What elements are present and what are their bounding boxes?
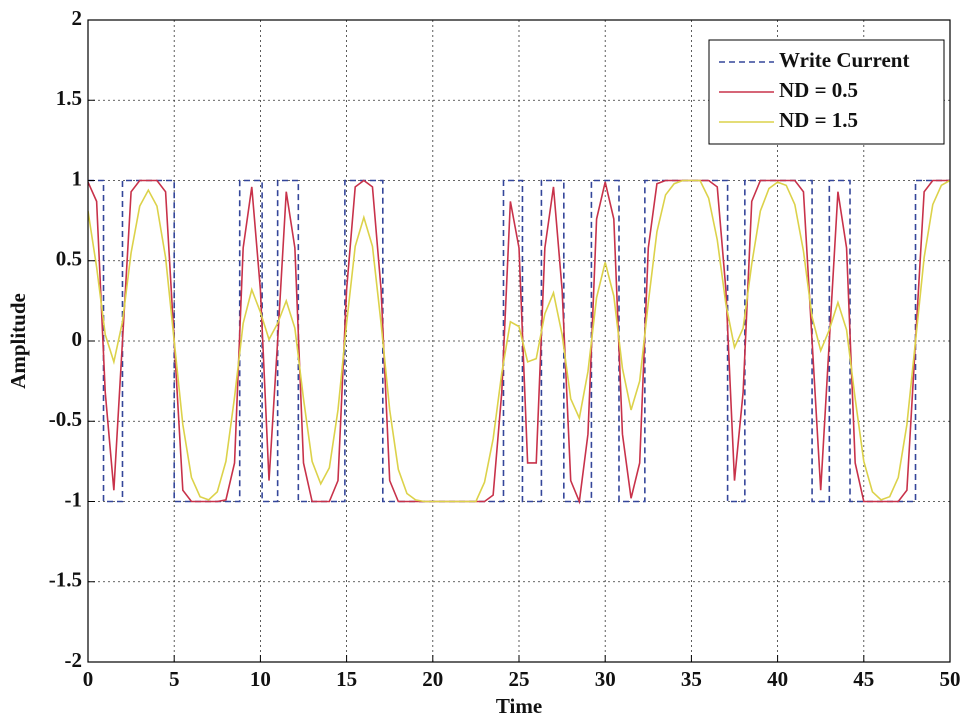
series-line <box>88 179 950 503</box>
y-tick-label: 0 <box>72 327 83 351</box>
y-tick-label: 1 <box>72 166 83 190</box>
x-tick-label: 20 <box>422 667 443 691</box>
x-tick-label: 40 <box>767 667 788 691</box>
x-tick-label: 50 <box>940 667 961 691</box>
x-tick-label: 25 <box>509 667 530 691</box>
legend: Write Current ND = 0.5 ND = 1.5 <box>708 39 945 145</box>
legend-label: Write Current <box>779 48 909 72</box>
y-tick-label: 1.5 <box>56 86 82 110</box>
x-tick-label: 30 <box>595 667 616 691</box>
x-tick-label: 10 <box>250 667 271 691</box>
x-axis-label: Time <box>496 694 542 718</box>
x-tick-label: 5 <box>169 667 180 691</box>
y-tick-label: -2 <box>65 648 83 672</box>
x-tick-label: 0 <box>83 667 94 691</box>
x-tick-label: 15 <box>336 667 357 691</box>
y-tick-label: -0.5 <box>49 407 82 431</box>
series-line <box>88 179 950 505</box>
ticks: 0 5 10 15 20 25 30 35 40 45 50 -2 -1.5 -1 -0.5 0 0.5 1 1.5… <box>49 6 961 691</box>
legend-label: ND = 1.5 <box>779 108 858 132</box>
y-axis-label: Amplitude <box>6 293 30 389</box>
y-tick-label: -1.5 <box>49 568 82 592</box>
y-tick-label: 2 <box>72 6 83 30</box>
x-tick-label: 45 <box>853 667 874 691</box>
y-tick-label: 0.5 <box>56 247 82 271</box>
legend-label: ND = 0.5 <box>779 78 858 102</box>
y-tick-label: -1 <box>65 487 83 511</box>
x-tick-label: 35 <box>681 667 702 691</box>
lines <box>88 179 950 505</box>
